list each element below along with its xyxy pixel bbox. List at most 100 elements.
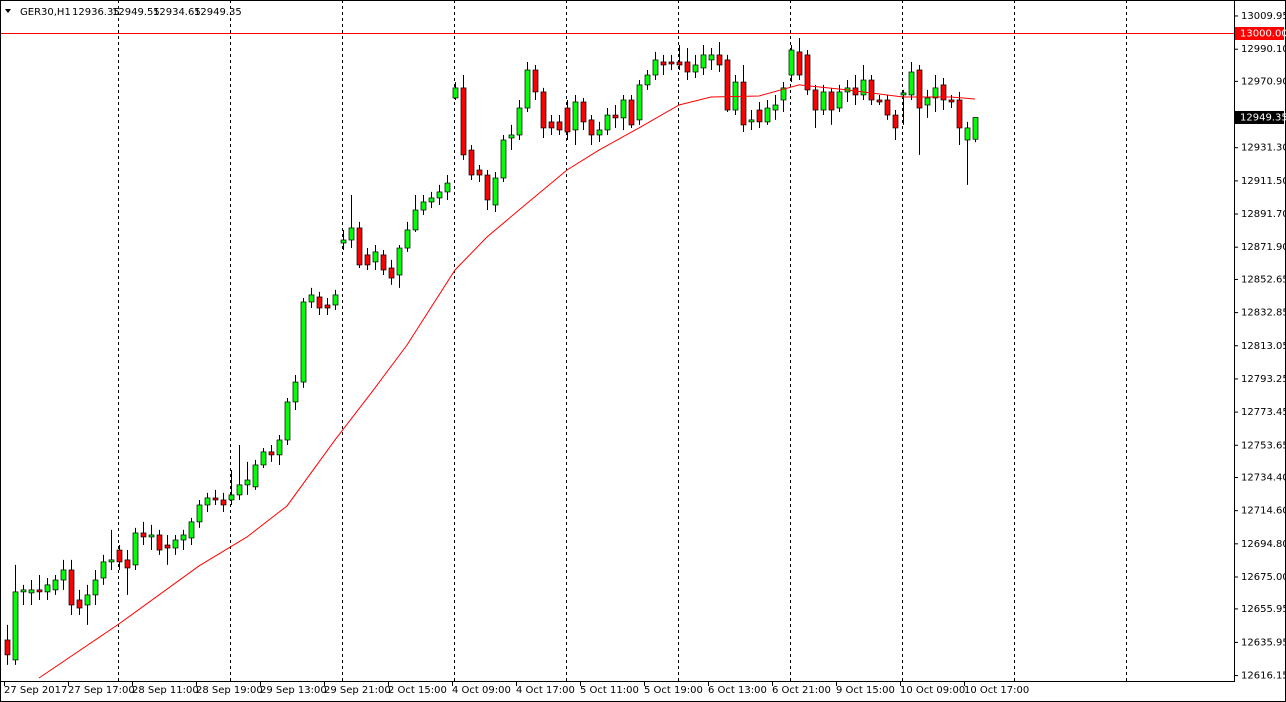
y-tick-label: 12813.05	[1241, 341, 1286, 352]
candle-body	[916, 69, 923, 109]
x-tick-label: 29 Sep 13:00	[260, 685, 327, 696]
candle-body	[636, 84, 643, 121]
candle-body	[556, 121, 563, 131]
candle-body	[444, 182, 451, 193]
candle-body	[68, 569, 75, 606]
y-tick-label: 12714.60	[1241, 506, 1286, 517]
candle-body	[748, 119, 755, 123]
candle-body	[132, 532, 139, 566]
candle-body	[764, 107, 771, 123]
candle-body	[588, 119, 595, 136]
x-tick-label: 4 Oct 17:00	[516, 685, 575, 696]
candle-body	[220, 499, 227, 506]
y-tick-label: 12990.10	[1241, 44, 1286, 55]
candle-body	[388, 267, 395, 279]
candle-body	[676, 61, 683, 66]
candle-body	[292, 381, 299, 403]
y-tick-label: 12694.80	[1241, 539, 1286, 550]
candle-body	[364, 254, 371, 266]
candle-body	[788, 49, 795, 76]
x-tick-label: 28 Sep 19:00	[196, 685, 263, 696]
candle-body	[20, 589, 27, 593]
candle-body	[476, 169, 483, 176]
candle-body	[924, 97, 931, 106]
candle-body	[684, 61, 691, 73]
candle-body	[540, 91, 547, 129]
candle-body	[564, 107, 571, 133]
candle-body	[524, 69, 531, 109]
candle-body	[116, 549, 123, 563]
candle-body	[796, 51, 803, 76]
candle-body	[380, 254, 387, 271]
candle-body	[180, 534, 187, 541]
candle-body	[108, 559, 115, 563]
candle-body	[332, 294, 339, 306]
candle-body	[140, 532, 147, 538]
candle-body	[860, 79, 867, 96]
y-tick-label: 12793.25	[1241, 374, 1286, 385]
candle-body	[164, 544, 171, 549]
header-close: 12949.35	[194, 7, 242, 18]
candle-body	[308, 294, 315, 303]
candle-body	[828, 91, 835, 111]
y-tick-label: 12871.90	[1241, 242, 1286, 253]
header-low: 12934.65	[153, 7, 201, 18]
candle-body	[724, 59, 731, 111]
candle-body	[4, 639, 11, 656]
candle-body	[372, 251, 379, 263]
menu-triangle	[5, 9, 11, 13]
candle-body	[52, 579, 59, 591]
candle-body	[612, 114, 619, 119]
candle-body	[940, 84, 947, 101]
level-label-box	[1235, 27, 1284, 40]
candle-body	[44, 584, 51, 593]
candle-body	[492, 177, 499, 206]
y-tick-label: 12911.50	[1241, 176, 1286, 187]
candle-body	[420, 201, 427, 211]
candle-body	[60, 569, 67, 581]
candle-body	[252, 464, 259, 488]
x-tick-label: 27 Sep 2017	[4, 685, 67, 696]
candle-body	[572, 101, 579, 131]
moving-average	[38, 84, 976, 679]
candle-body	[740, 81, 747, 126]
x-tick-label: 6 Oct 21:00	[772, 685, 831, 696]
y-tick-label: 12655.95	[1241, 604, 1286, 615]
candle-body	[156, 534, 163, 551]
x-tick-label: 5 Oct 11:00	[580, 685, 639, 696]
candle-body	[412, 209, 419, 231]
candle-body	[404, 229, 411, 249]
candle-body	[628, 99, 635, 126]
candle-body	[668, 61, 675, 65]
candle-body	[12, 591, 19, 661]
candle-body	[348, 227, 355, 241]
candle-body	[284, 401, 291, 441]
candle-body	[356, 227, 363, 266]
y-tick-label: 13009.95	[1241, 11, 1286, 22]
candle-body	[100, 561, 107, 579]
candle-body	[316, 296, 323, 309]
symbol: GER30,H1	[20, 7, 71, 18]
candle-body	[700, 54, 707, 69]
y-tick-label: 12852.65	[1241, 274, 1286, 285]
candle-body	[396, 247, 403, 276]
candle-body	[452, 87, 459, 99]
candle-body	[548, 121, 555, 129]
candle-body	[228, 494, 235, 501]
candle-body	[932, 87, 939, 99]
candle-body	[212, 497, 219, 501]
candle-body	[28, 589, 35, 594]
x-tick-label: 27 Sep 17:00	[68, 685, 135, 696]
x-tick-label: 5 Oct 19:00	[644, 685, 703, 696]
candle-body	[804, 54, 811, 91]
candle-body	[652, 59, 659, 76]
candle-body	[716, 54, 723, 66]
candle-body	[276, 439, 283, 456]
candle-body	[188, 521, 195, 539]
candle-body	[956, 99, 963, 129]
candle-body	[236, 484, 243, 496]
y-tick-label: 12832.85	[1241, 308, 1286, 319]
candle-body	[468, 149, 475, 176]
y-tick-label: 12616.15	[1241, 671, 1286, 682]
